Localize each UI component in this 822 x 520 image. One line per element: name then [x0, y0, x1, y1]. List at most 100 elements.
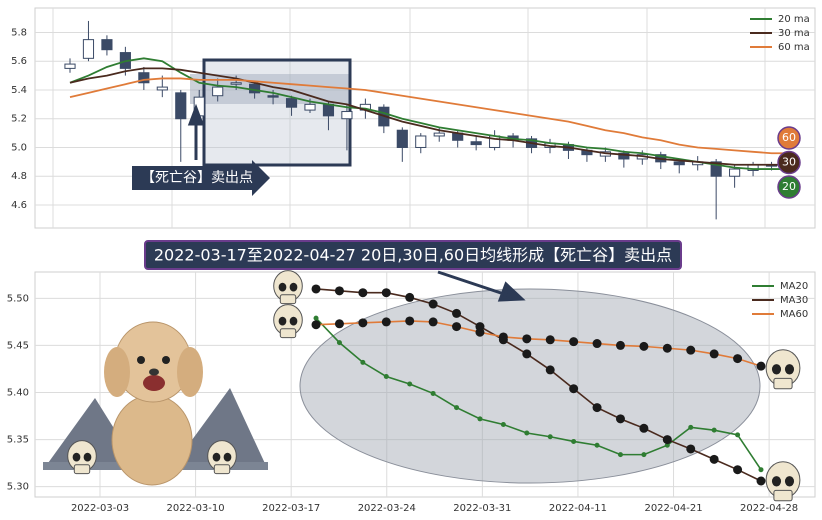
point [452, 322, 462, 332]
skull-eye [784, 476, 795, 487]
y-tick-label: 5.35 [7, 435, 29, 446]
point [617, 452, 623, 458]
point [524, 430, 530, 436]
candle-body [673, 161, 685, 166]
point [407, 381, 413, 387]
ma-line [69, 77, 790, 155]
skull-eye [72, 452, 81, 462]
candle-body [415, 135, 427, 148]
candle-body [138, 72, 150, 84]
y-tick-label: 5.4 [11, 85, 27, 96]
annotation: 【死亡谷】卖出点 [141, 170, 253, 186]
point [688, 424, 694, 430]
y-tick-label: 5.30 [7, 482, 29, 493]
point [383, 373, 389, 379]
legend-label: 60 ma [778, 42, 810, 53]
point [381, 317, 391, 327]
point [592, 403, 602, 413]
point [756, 361, 766, 371]
point [758, 467, 764, 473]
y-tick-label: 5.6 [11, 56, 27, 67]
dog-eye [162, 356, 170, 364]
point [569, 337, 579, 347]
skull-eye [278, 316, 287, 326]
point [452, 308, 462, 318]
skull-jaw [773, 489, 793, 502]
point [733, 354, 743, 364]
point [358, 318, 368, 328]
y-tick-label: 5.50 [7, 293, 29, 304]
point [454, 405, 460, 411]
skull-jaw [773, 377, 793, 390]
candle-body [396, 129, 408, 148]
candle-body [729, 168, 741, 177]
point [405, 292, 415, 302]
skull-jaw [279, 328, 297, 339]
point [498, 332, 508, 342]
point [547, 434, 553, 440]
skull-eye [771, 476, 782, 487]
ma-line [69, 57, 790, 170]
candle-body [618, 152, 630, 160]
point [664, 442, 670, 448]
badge-label: 20 [782, 180, 796, 193]
point [545, 365, 555, 375]
point [594, 442, 600, 448]
point [569, 384, 579, 394]
point [662, 343, 672, 353]
candle-body [212, 86, 224, 97]
dog-body [111, 394, 193, 486]
skull-jaw [279, 294, 297, 305]
point [571, 438, 577, 444]
point [733, 465, 743, 475]
y-tick-label: 5.8 [11, 27, 27, 38]
point [313, 315, 319, 321]
point [500, 422, 506, 428]
legend-label: MA60 [780, 309, 808, 320]
point [662, 435, 672, 445]
candle-body [82, 39, 95, 59]
point [639, 423, 649, 433]
point [686, 345, 696, 355]
point [522, 349, 532, 359]
skull-eye [223, 452, 232, 462]
point [358, 288, 368, 298]
point [615, 340, 625, 350]
candle-body [470, 141, 482, 146]
signal-arrow [187, 103, 205, 160]
x-tick-label: 2022-03-03 [71, 503, 129, 514]
point [711, 427, 717, 433]
skull-eye [289, 316, 298, 326]
x-tick-label: 2022-04-28 [740, 503, 798, 514]
point [641, 452, 647, 458]
badge-label: 60 [782, 131, 796, 144]
legend-label: 20 ma [778, 14, 810, 25]
dog-nose [149, 368, 159, 376]
highlight-ellipse [299, 288, 761, 484]
dog-mouth [143, 375, 165, 391]
legend-label: MA30 [780, 295, 808, 306]
point [336, 340, 342, 346]
dog-ear [104, 347, 130, 397]
candle-body [175, 92, 187, 120]
point [709, 454, 719, 464]
point [381, 288, 391, 298]
x-tick-label: 2022-03-31 [453, 503, 511, 514]
skull-jaw [213, 464, 231, 475]
y-tick-label: 5.0 [11, 142, 27, 153]
point [428, 317, 438, 327]
annotation-box [132, 160, 270, 196]
dog-eye [137, 356, 145, 364]
badge [777, 175, 801, 199]
candle-body [433, 132, 445, 137]
top-panel: 4.6 4.8 5.0 5.2 5.4 5.6 5.8 20 ma 30 ma 60 ma 【死亡谷… [11, 8, 815, 228]
skull-eye [771, 364, 782, 375]
point [430, 390, 436, 396]
y-tick-label: 5.45 [7, 340, 29, 351]
y-tick-label: 5.2 [11, 114, 27, 125]
y-tick-label: 4.8 [11, 171, 27, 182]
candle-body [304, 103, 316, 111]
ma-line [69, 67, 790, 166]
